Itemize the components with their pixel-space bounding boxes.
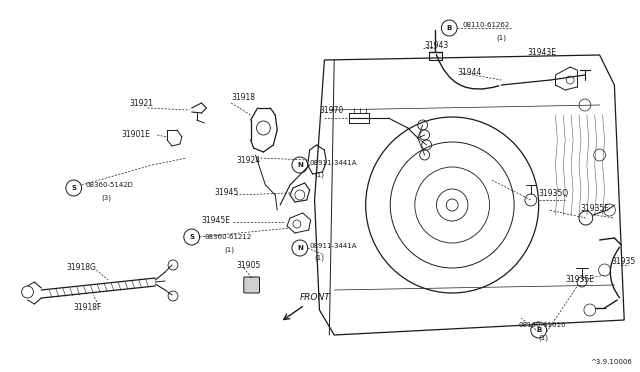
FancyBboxPatch shape <box>244 277 259 293</box>
Text: 31901E: 31901E <box>121 129 150 138</box>
Text: 31924: 31924 <box>236 155 260 164</box>
Text: 08911-3441A: 08911-3441A <box>310 243 357 249</box>
Text: (1): (1) <box>315 255 324 261</box>
Text: N: N <box>297 162 303 168</box>
Text: B: B <box>536 327 541 333</box>
Text: 31905: 31905 <box>236 260 260 269</box>
Text: 08110-61262: 08110-61262 <box>463 22 510 28</box>
Text: 08360-5142D: 08360-5142D <box>86 182 133 188</box>
Text: FRONT: FRONT <box>300 294 331 302</box>
Text: (1): (1) <box>539 335 548 341</box>
Text: 31935E: 31935E <box>565 276 594 285</box>
Text: B: B <box>447 25 452 31</box>
Text: N: N <box>297 245 303 251</box>
Text: 08911-3441A: 08911-3441A <box>310 160 357 166</box>
Text: 31918G: 31918G <box>67 263 97 273</box>
Text: 31943: 31943 <box>425 41 449 49</box>
Text: 31935Q: 31935Q <box>539 189 569 198</box>
Text: 31944: 31944 <box>457 67 481 77</box>
Text: 08360-61212: 08360-61212 <box>204 234 252 240</box>
Text: (1): (1) <box>497 35 506 41</box>
Text: 31943E: 31943E <box>528 48 557 57</box>
Text: 31935: 31935 <box>611 257 636 266</box>
Text: (3): (3) <box>101 195 111 201</box>
Text: 08160-61610: 08160-61610 <box>518 322 566 328</box>
Text: 31970: 31970 <box>319 106 344 115</box>
Text: (1): (1) <box>224 247 234 253</box>
Text: 31945E: 31945E <box>202 215 230 224</box>
Text: 31921: 31921 <box>130 99 154 108</box>
Text: S: S <box>71 185 76 191</box>
Text: ^3.9.10006: ^3.9.10006 <box>590 359 632 365</box>
Text: 31935F: 31935F <box>580 203 609 212</box>
Text: 31945: 31945 <box>214 187 239 196</box>
Text: S: S <box>189 234 194 240</box>
Text: (1): (1) <box>315 172 324 178</box>
Text: 31918F: 31918F <box>74 302 102 311</box>
Text: 31918: 31918 <box>231 93 255 102</box>
Circle shape <box>446 199 458 211</box>
